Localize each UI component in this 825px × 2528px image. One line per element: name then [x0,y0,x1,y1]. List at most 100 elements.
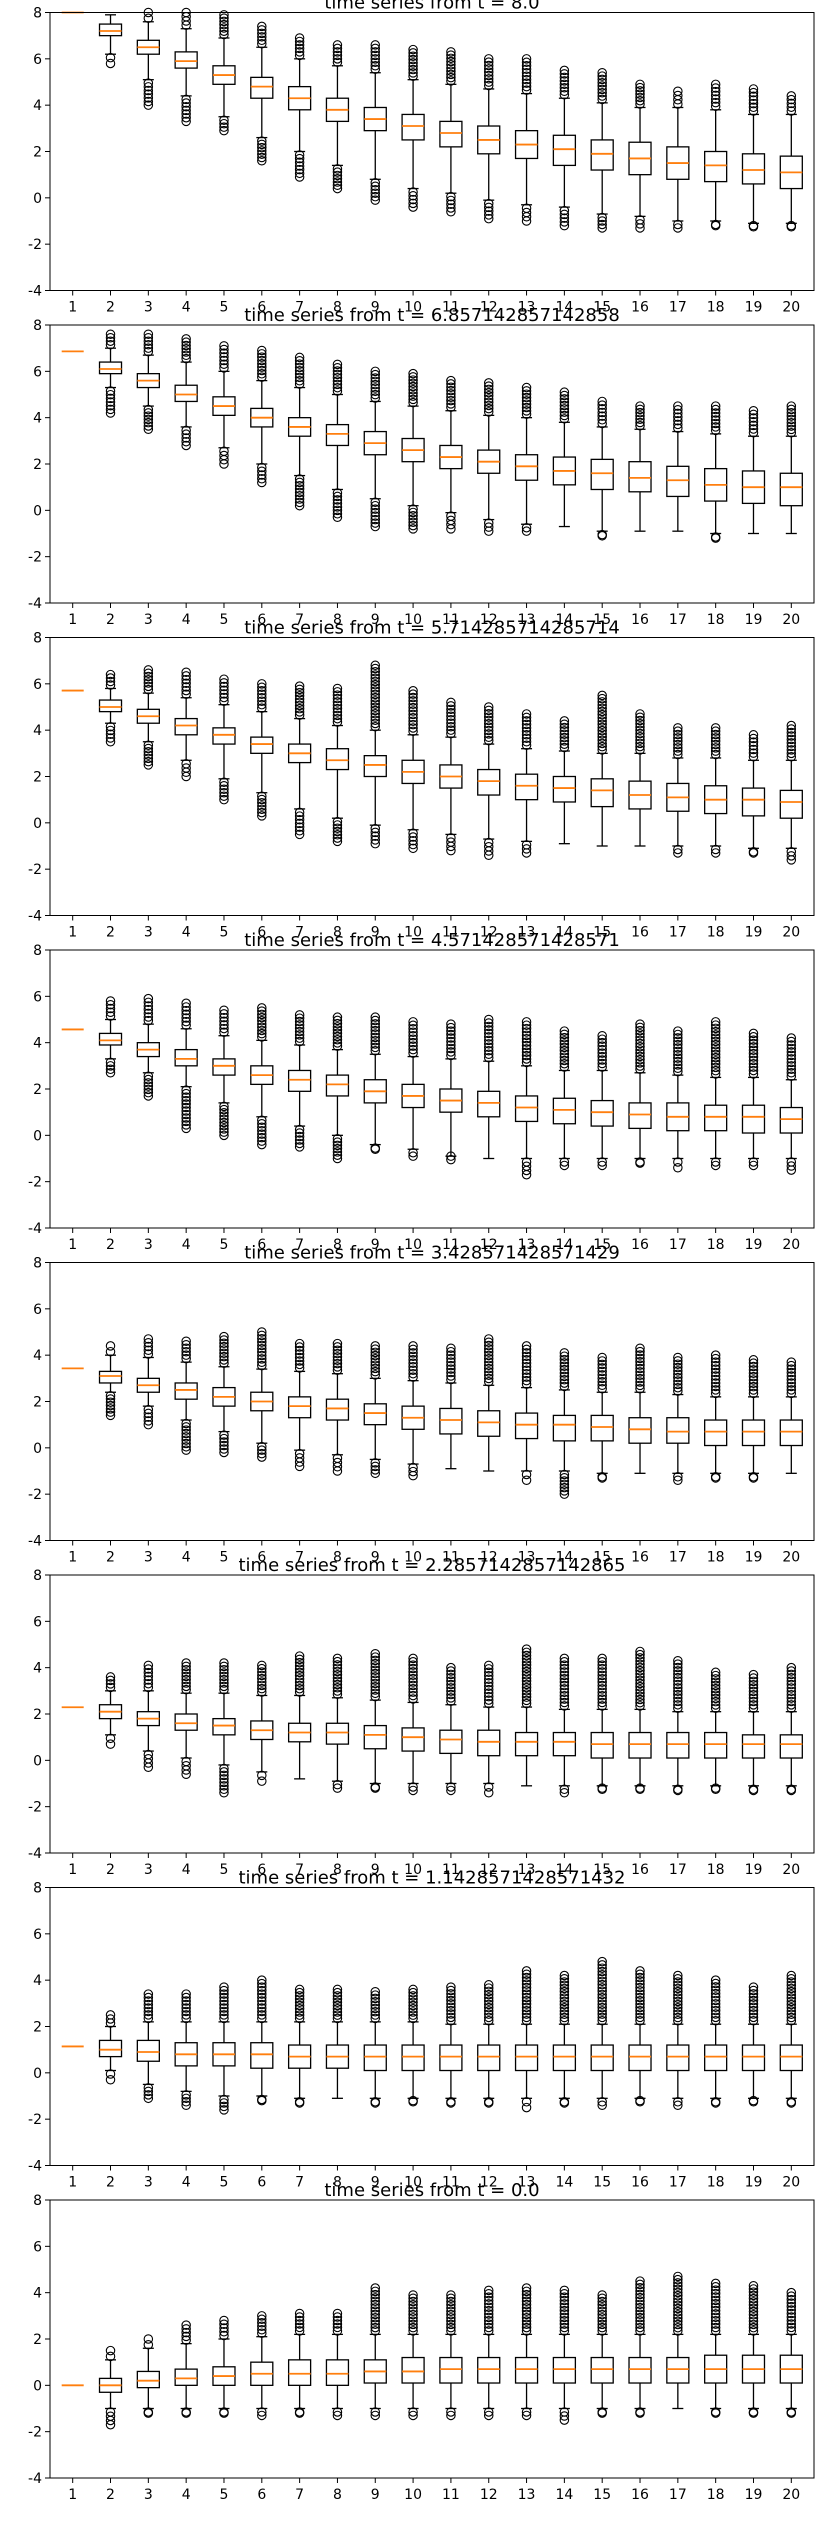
outlier-high [673,1970,683,1981]
outlier-high [748,2306,759,2317]
outlier-high [521,57,532,68]
outlier-high [559,1026,570,1036]
outlier-high [181,347,191,357]
outlier-high [521,2322,532,2333]
iqr-box [98,23,123,37]
outlier-high [635,2276,645,2286]
outlier-high [257,28,267,39]
x-tick-label: 14 [555,1237,573,1253]
outlier-high [143,343,154,353]
outlier-low [143,1091,154,1101]
outlier-low [105,58,116,69]
iqr-box [552,1414,577,1442]
outlier-high [181,1668,191,1678]
outlier-high [219,1664,229,1675]
outlier-low [105,2075,116,2085]
outlier-high [673,2290,683,2301]
outlier-low [673,848,683,858]
x-tick-label: 5 [220,1550,229,1566]
iqr-box [779,2044,803,2072]
x-tick-label: 14 [555,925,573,941]
outlier-high [408,58,418,68]
outlier-high [786,414,797,425]
iqr-box [174,717,198,736]
outlier-high [635,1982,645,1993]
outlier-high [257,1016,267,1026]
box-3 [136,1334,160,1430]
outlier-high [748,1055,759,1066]
y-tick-label: 8 [33,1881,42,1897]
outlier-low [181,105,191,116]
box-7 [287,1010,312,1152]
iqr-box [212,1058,236,1076]
outlier-high [748,1032,759,1042]
outlier-high [786,401,797,411]
outlier-high [483,2322,494,2333]
outlier-high [332,1997,343,2008]
outlier-low [408,507,418,518]
y-tick-label: -2 [28,1175,42,1191]
outlier-high [710,2302,721,2312]
outlier-low [257,1441,267,1452]
outlier-low [408,504,418,514]
outlier-high [332,369,343,380]
outlier-high [332,1683,343,1693]
outlier-high [483,2302,494,2312]
x-tick-label: 15 [593,925,611,941]
iqr-box [590,1731,614,1759]
boxplot-panel: time series from t = 4.571428571428571-4… [28,930,815,1253]
outlier-high [597,2319,607,2330]
box-12 [477,1980,501,2108]
x-tick-label: 8 [333,612,342,628]
outlier-high [257,1663,267,1674]
outlier-high [786,1064,797,1075]
box-12 [477,54,501,224]
outlier-high [710,1059,721,1069]
outlier-high [105,1341,116,1351]
outlier-high [332,376,343,386]
x-tick-label: 18 [707,1237,725,1253]
outlier-high [257,2311,267,2321]
outlier-high [219,23,229,33]
outlier-high [597,719,607,729]
outlier-high [559,1032,570,1043]
outlier-low [559,1476,570,1486]
outlier-high [748,1375,759,1385]
outlier-high [559,2295,570,2306]
outlier-high [483,2326,494,2336]
outlier-low [181,116,191,127]
outlier-high [370,689,381,700]
outlier-high [710,729,721,740]
outlier-high [597,745,607,755]
outlier-high [559,414,570,424]
outlier-high [635,1022,645,1033]
outlier-high [559,1364,570,1375]
outlier-high [181,334,191,344]
outlier-low [181,1092,191,1102]
outlier-low [219,2408,229,2418]
x-tick-label: 5 [220,2175,229,2191]
outlier-high [483,1698,494,1709]
outlier-high [143,1001,154,1011]
x-tick-label: 13 [518,2175,536,2191]
outlier-high [332,710,343,721]
iqr-box [98,361,123,375]
outlier-high [257,365,267,376]
outlier-high [786,2291,797,2301]
x-tick-label: 8 [333,925,342,941]
outlier-high [635,1672,645,1682]
outlier-high [143,1667,154,1678]
outlier-high [294,359,305,369]
outlier-high [597,690,607,701]
outlier-high [635,1377,645,1387]
outlier-high [710,101,721,112]
outlier-high [181,1020,191,1031]
outlier-low [294,161,305,171]
outlier-high [294,2013,305,2024]
outlier-high [370,2293,381,2303]
outlier-high [370,683,381,693]
outlier-low [257,807,267,818]
outlier-low [521,2102,532,2113]
x-tick-label: 4 [182,2175,191,2191]
outlier-low [143,756,154,767]
